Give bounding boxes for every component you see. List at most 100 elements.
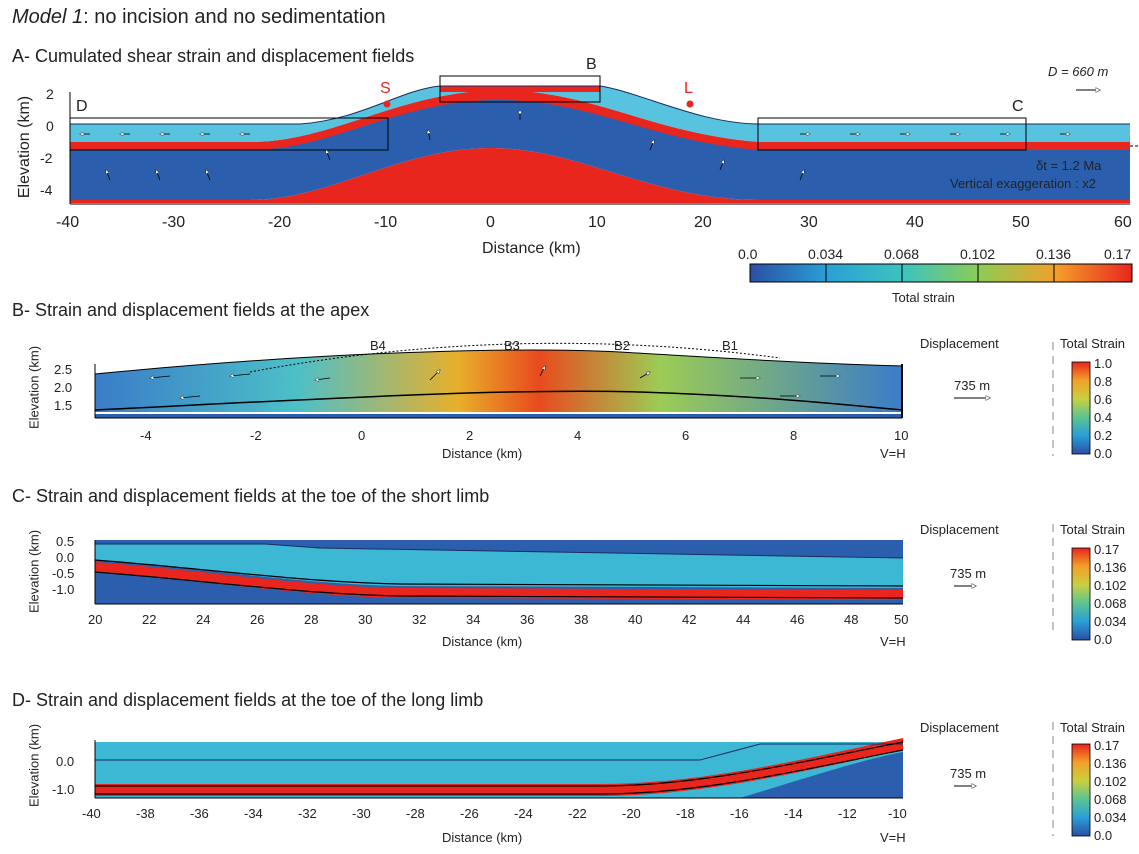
- panel-a-xtick: -40: [56, 214, 80, 231]
- panel-c-ytick: 0.5: [56, 534, 75, 549]
- panel-c-xtick: 48: [844, 612, 859, 627]
- panel-c-xtick: 20: [88, 612, 103, 627]
- panel-a-xtick: 50: [1012, 214, 1030, 231]
- panel-d-xtick: -26: [460, 806, 479, 821]
- panel-d-ytick: -1.0: [52, 782, 75, 797]
- panel-a-xtick: 0: [486, 214, 495, 231]
- panel-a-xtick: 60: [1114, 214, 1132, 231]
- colorbar-tick: 0.068: [884, 246, 920, 262]
- panel-b-scale: V=H: [880, 446, 906, 461]
- panel-a-xtick: -20: [268, 214, 292, 231]
- panel-c-cb-tick: 0.068: [1094, 596, 1127, 611]
- panel-c-xtick: 46: [790, 612, 805, 627]
- panel-c-colorbar-title: Total Strain: [1060, 522, 1126, 537]
- panel-c-ylabel: Elevation (km): [26, 529, 42, 614]
- panel-c-xtick: 24: [196, 612, 211, 627]
- panel-c-xtick: 36: [520, 612, 535, 627]
- panel-a-surface: [70, 85, 1130, 125]
- box-b: [439, 75, 601, 103]
- panel-a-lower-layer: [70, 148, 1130, 203]
- panel-c-displacement-value: 735 m: [950, 566, 987, 581]
- panel-c-cb-tick: 0.0: [1094, 632, 1113, 647]
- panel-d-xtick: -20: [622, 806, 641, 821]
- panel-b-colorbar-title: Total Strain: [1060, 336, 1126, 351]
- panel-a-xlabel: Distance (km): [482, 240, 581, 257]
- panel-a-xtick: -30: [162, 214, 186, 231]
- panel-a-xtick: 10: [588, 214, 606, 231]
- panel-d-scale: V=H: [880, 830, 906, 845]
- panel-b-heading: B- Strain and displacement fields at the…: [12, 300, 370, 320]
- panel-d-xtick: -22: [568, 806, 587, 821]
- panel-c-plot: [94, 540, 904, 605]
- panel-c-xtick: 32: [412, 612, 427, 627]
- panel-c-cb-tick: 0.102: [1094, 578, 1127, 593]
- model-description: : no incision and no sedimentation: [83, 6, 386, 28]
- panel-c-heading: C- Strain and displacement fields at the…: [12, 486, 490, 506]
- panel-d-plot: [94, 738, 904, 799]
- panel-d-xtick: -36: [190, 806, 209, 821]
- panel-c-xtick: 40: [628, 612, 643, 627]
- panel-b-layer-line: [94, 390, 903, 411]
- panel-b-initial-surface: [249, 342, 781, 373]
- panel-d-xtick: -30: [352, 806, 371, 821]
- panel-d-heading: D- Strain and displacement fields at the…: [12, 690, 484, 710]
- panel-d-cb-tick: 0.136: [1094, 756, 1127, 771]
- panel-c-cb-tick: 0.136: [1094, 560, 1127, 575]
- panel-a-displacement-label: D = 660 m: [1048, 64, 1109, 79]
- panel-b-cb-tick: 1.0: [1094, 356, 1113, 371]
- panel-a-ytick: -4: [40, 182, 53, 198]
- panel-d-ylabel: Elevation (km): [26, 723, 42, 808]
- panel-d-xtick: -40: [82, 806, 101, 821]
- panel-d-displacement-value: 735 m: [950, 766, 987, 781]
- panel-b-strain-field: [95, 350, 902, 412]
- panel-d-xtick: -12: [838, 806, 857, 821]
- panel-a-apex-red: [440, 86, 600, 92]
- label-l: L: [684, 80, 693, 97]
- colorbar-tick: 0.136: [1036, 246, 1072, 262]
- panel-d-colorbar-title: Total Strain: [1060, 720, 1126, 735]
- panel-b-xtick: 4: [574, 428, 582, 443]
- panel-b-ytick: 2.5: [54, 362, 73, 377]
- panel-d-xtick: -18: [676, 806, 695, 821]
- sublabel-b1: B1: [722, 338, 738, 353]
- panel-b-cb-tick: 0.4: [1094, 410, 1113, 425]
- panel-d-cb-tick: 0.034: [1094, 810, 1127, 825]
- panel-b-xtick: 2: [466, 428, 474, 443]
- sublabel-b3: B3: [504, 338, 520, 353]
- panel-a-ylabel: Elevation (km): [16, 95, 33, 199]
- panel-b-ylabel: Elevation (km): [26, 345, 42, 430]
- panel-d-cb-tick: 0.0: [1094, 828, 1113, 843]
- panel-a-ytick: 0: [46, 118, 54, 134]
- panel-a-xtick: 40: [906, 214, 924, 231]
- panel-b-xtick: 8: [790, 428, 798, 443]
- panel-b-cb-tick: 0.0: [1094, 446, 1113, 461]
- panel-a-middle-layer: [70, 89, 1130, 150]
- box-c: [757, 117, 1027, 151]
- panel-c-xtick: 44: [736, 612, 751, 627]
- panel-a-vertical-exaggeration: Vertical exaggeration : x2: [950, 176, 1096, 191]
- panel-a-upper-unit: [70, 86, 1130, 142]
- panel-d-cb-tick: 0.17: [1094, 738, 1120, 753]
- panel-b-displacement-value: 735 m: [954, 378, 991, 393]
- panel-b-surface: [94, 349, 903, 375]
- panel-c-ytick: -1.0: [52, 582, 75, 597]
- panel-b-plot: [94, 342, 903, 419]
- figure-title: Model 1: no incision and no sedimentatio…: [12, 6, 386, 29]
- panel-a-colorbar: [749, 263, 1133, 283]
- label-s: S: [380, 80, 391, 97]
- panel-b-cb-tick: 0.2: [1094, 428, 1113, 443]
- panel-c-colorbar: [954, 524, 1091, 641]
- panel-c-ytick: -0.5: [52, 566, 75, 581]
- panel-c-xlabel: Distance (km): [442, 634, 523, 649]
- panel-c-cb-tick: 0.034: [1094, 614, 1127, 629]
- panel-c-xtick: 28: [304, 612, 319, 627]
- panel-c-xtick: 34: [466, 612, 481, 627]
- panel-a-ytick: 2: [46, 86, 54, 102]
- panel-c-xtick: 38: [574, 612, 589, 627]
- panel-c-cb-tick: 0.17: [1094, 542, 1120, 557]
- panel-d-cb-tick: 0.102: [1094, 774, 1127, 789]
- panel-c-xtick: 26: [250, 612, 265, 627]
- panel-d-xtick: -10: [888, 806, 907, 821]
- panel-d-xtick: -34: [244, 806, 263, 821]
